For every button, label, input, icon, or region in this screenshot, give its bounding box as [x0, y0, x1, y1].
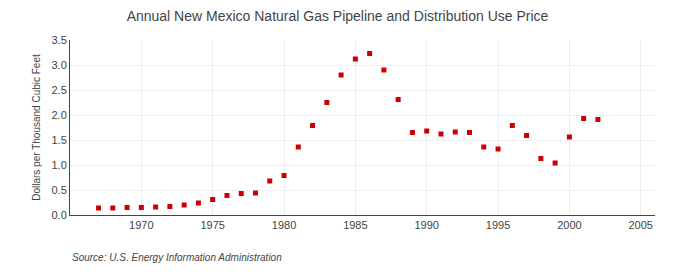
svg-text:1990: 1990: [414, 219, 438, 231]
svg-text:Source: U.S. Energy Informatio: Source: U.S. Energy Information Administ…: [72, 252, 282, 263]
svg-text:1.5: 1.5: [52, 134, 67, 146]
svg-text:1985: 1985: [343, 219, 367, 231]
svg-text:2000: 2000: [557, 219, 581, 231]
svg-text:Annual New Mexico Natural Gas: Annual New Mexico Natural Gas Pipeline a…: [127, 8, 549, 24]
svg-text:3.0: 3.0: [52, 59, 67, 71]
svg-text:2.5: 2.5: [52, 84, 67, 96]
svg-text:1.0: 1.0: [52, 159, 67, 171]
svg-text:2005: 2005: [628, 219, 652, 231]
svg-text:1980: 1980: [272, 219, 296, 231]
svg-text:1970: 1970: [129, 219, 153, 231]
svg-text:0.0: 0.0: [52, 209, 67, 221]
svg-text:Dollars per Thousand Cubic Fee: Dollars per Thousand Cubic Feet: [31, 54, 42, 201]
svg-text:1995: 1995: [486, 219, 510, 231]
svg-text:1975: 1975: [200, 219, 224, 231]
svg-text:0.5: 0.5: [52, 184, 67, 196]
svg-text:2.0: 2.0: [52, 109, 67, 121]
svg-text:3.5: 3.5: [52, 34, 67, 46]
